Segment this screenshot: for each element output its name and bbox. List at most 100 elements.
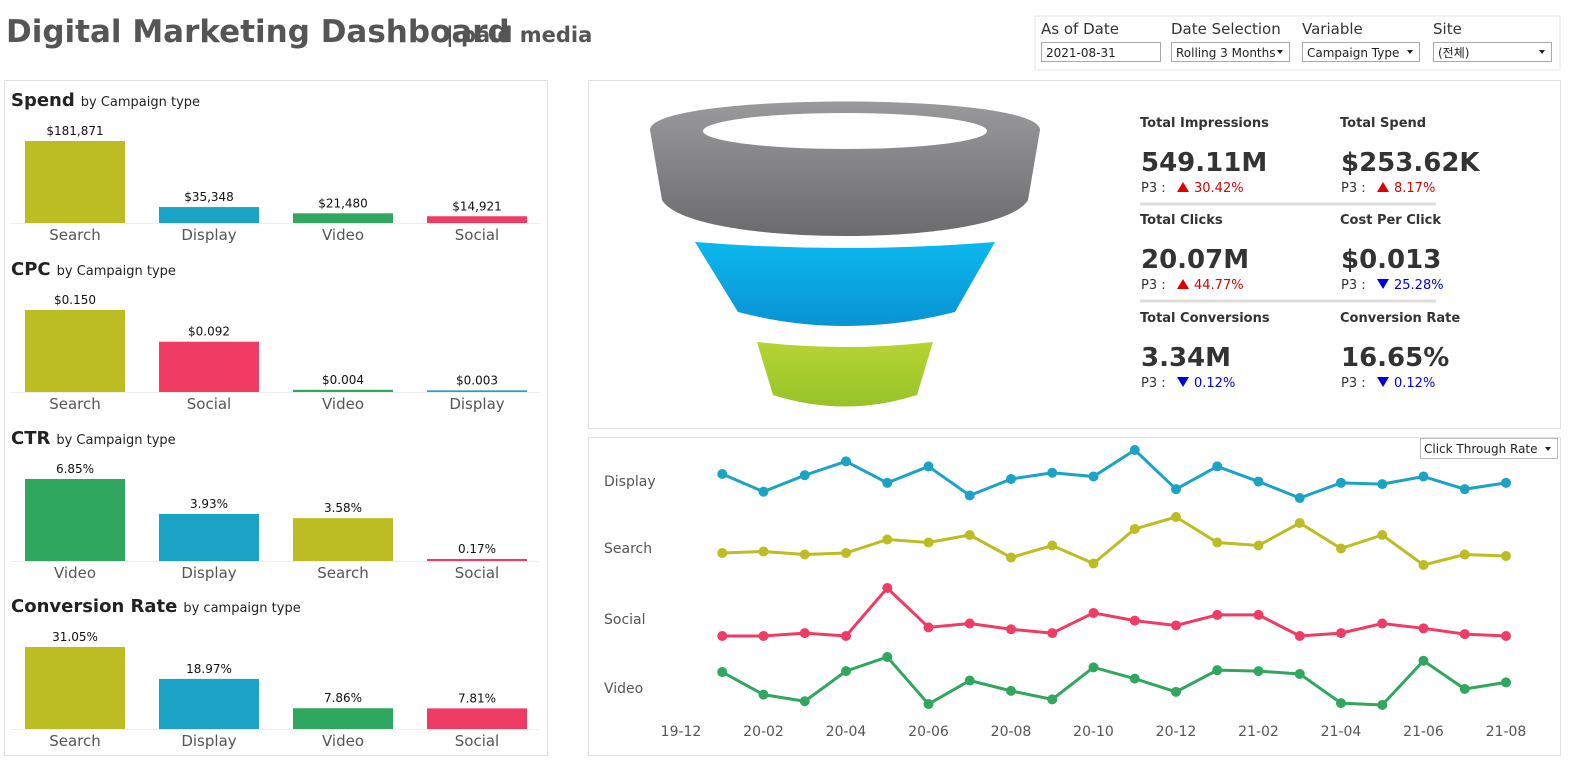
data-point [923,537,934,548]
control-value: (전체) [1438,46,1469,60]
trend-arrow [1377,279,1389,289]
bar [427,390,527,392]
data-point [799,696,810,707]
series-label: Display [604,474,656,490]
category-label: Video [322,226,364,244]
data-point [841,456,851,467]
data-point [1212,665,1223,676]
value-label: 7.86% [324,691,362,705]
dropdown[interactable]: Campaign Type [1302,42,1420,62]
value-label: 31.05% [52,630,98,644]
data-point [1336,628,1346,639]
data-point [923,622,934,633]
trend-panel [588,437,1561,756]
data-point [1377,479,1388,490]
data-point [1418,560,1429,570]
data-point [841,666,851,677]
data-point [1006,474,1016,485]
value-label: $35,348 [184,190,234,204]
dropdown[interactable]: Click Through Rate [1420,438,1558,459]
data-point [1253,666,1264,677]
kpi-change: 0.12% [1194,376,1235,391]
kpi-label: Total Clicks [1140,213,1223,228]
trend-arrow [1377,377,1389,387]
x-tick-label: 21-06 [1403,724,1444,740]
data-point [882,534,893,545]
value-label: $14,921 [452,199,502,213]
trend-arrow [1177,182,1189,192]
data-point [1377,618,1388,629]
kpi-label: Cost Per Click [1340,213,1441,228]
kpi-value: $0.013 [1341,245,1441,275]
data-point [841,631,851,641]
kpi-change: 8.17% [1394,181,1435,196]
control-label: As of Date [1041,20,1119,38]
dropdown[interactable]: (전체) [1433,42,1552,62]
data-point [1336,477,1346,488]
value-label: 18.97% [186,662,232,676]
dropdown-arrow [1277,50,1283,54]
x-tick-label: 21-02 [1238,724,1279,740]
category-label: Display [449,395,504,413]
kpi-label: Conversion Rate [1340,311,1460,326]
data-point [1047,540,1058,551]
data-point [717,631,728,641]
kpi-period: P3 : [1141,278,1166,293]
bar [427,216,527,223]
data-point [964,490,975,501]
bar [25,141,125,223]
data-point [1088,662,1099,673]
bar [427,708,527,729]
dropdown-value: Click Through Rate [1424,442,1538,456]
data-point [1171,512,1181,522]
kpi-change: 30.42% [1194,181,1244,196]
data-point [1006,552,1016,563]
data-point [923,461,934,472]
kpi-value: 16.65% [1341,343,1449,373]
data-point [1253,609,1264,620]
category-label: Social [455,732,499,750]
value-label: $21,480 [318,196,368,210]
x-tick-label: 19-12 [661,724,702,740]
value-label: $0.092 [188,325,230,339]
bar [159,341,259,392]
x-tick-label: 21-08 [1486,724,1527,740]
chart-title-main: Spend [11,90,75,111]
control-value: Rolling 3 Months [1176,46,1276,60]
data-point [882,652,893,662]
control-label: Date Selection [1171,20,1281,38]
date-input[interactable]: 2021-08-31 [1041,42,1161,62]
bar [25,479,125,561]
data-point [1088,607,1099,618]
control-box[interactable] [1041,42,1161,62]
data-point [1294,668,1305,679]
control-box[interactable] [1171,42,1290,62]
data-point [1088,558,1099,569]
control-box[interactable] [1433,42,1552,62]
kpi-change: 0.12% [1394,376,1435,391]
dropdown[interactable]: Rolling 3 Months [1171,42,1290,62]
data-point [799,549,810,560]
dropdown-arrow [1539,50,1545,54]
dropdown-arrow [1545,447,1551,451]
control-label: Site [1433,20,1462,38]
data-point [1171,484,1181,495]
data-point [1129,615,1140,626]
dropdown-box[interactable] [1420,438,1558,459]
x-tick-label: 21-04 [1321,724,1362,740]
data-point [1129,524,1140,534]
category-label: Social [455,226,499,244]
series-label: Social [604,612,646,628]
category-label: Display [181,732,236,750]
kpi-period: P3 : [1341,278,1366,293]
dropdown-arrow [1407,50,1413,54]
data-point [1459,484,1470,495]
data-point [1418,655,1429,666]
control-box[interactable] [1302,42,1420,62]
data-point [1088,471,1099,482]
data-point [1501,551,1511,561]
chart-title: Spend by Campaign type [11,90,200,111]
data-point [799,470,810,481]
series-line [722,585,1507,638]
chart-title-sub: by Campaign type [56,433,175,448]
